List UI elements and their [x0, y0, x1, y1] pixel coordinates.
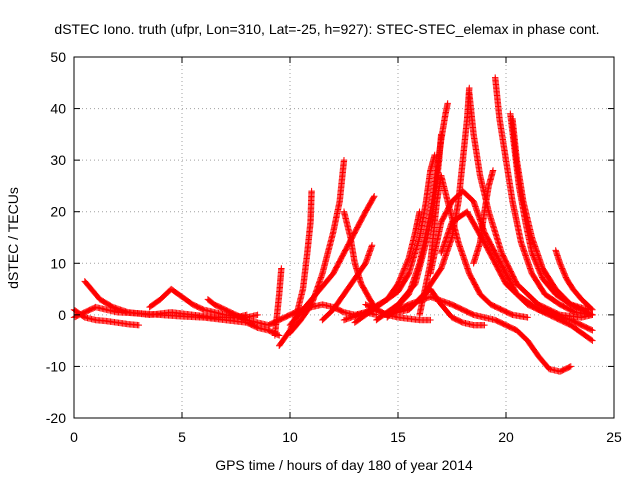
axis-ticks: 0 5 10 15 20 25 -20 -10 0 10 20 30 40 50	[46, 49, 622, 445]
data-point	[340, 156, 348, 164]
data-point	[589, 337, 596, 344]
data-point	[589, 306, 596, 313]
data-point	[588, 336, 595, 344]
chart-title: dSTEC Iono. truth (ufpr, Lon=310, Lat=-2…	[54, 21, 599, 37]
y-tick-label: -20	[46, 410, 66, 426]
x-axis-title: GPS time / hours of day 180 of year 2014	[215, 457, 473, 473]
data-point	[370, 194, 377, 201]
y-tick-label: 0	[58, 307, 66, 323]
data-point	[371, 193, 378, 200]
x-tick-label: 10	[282, 429, 298, 445]
data-point	[135, 321, 142, 329]
grid-lines	[74, 57, 614, 418]
data-point	[254, 311, 261, 319]
data-point	[427, 316, 434, 324]
y-tick-label: 50	[50, 49, 66, 65]
y-tick-label: 30	[50, 152, 66, 168]
data-points	[70, 74, 596, 375]
data-point	[588, 326, 595, 333]
y-tick-label: -10	[46, 358, 66, 374]
data-point	[405, 256, 412, 263]
data-point	[368, 242, 376, 249]
data-point	[524, 314, 531, 321]
data-point	[489, 167, 497, 174]
plot-frame	[73, 56, 615, 419]
y-tick-label: 10	[50, 255, 66, 271]
data-point	[278, 265, 285, 272]
data-point	[567, 363, 574, 370]
y-axis-title: dSTEC / TECUs	[5, 187, 21, 289]
y-tick-label: 40	[50, 101, 66, 117]
x-tick-label: 25	[606, 429, 622, 445]
data-point	[444, 100, 451, 107]
data-point	[589, 327, 596, 334]
x-tick-label: 5	[178, 429, 186, 445]
data-point	[588, 305, 595, 312]
x-tick-label: 20	[498, 429, 514, 445]
y-tick-label: 20	[50, 204, 66, 220]
data-point	[308, 187, 315, 195]
data-point	[481, 321, 488, 329]
x-tick-label: 0	[70, 429, 78, 445]
x-tick-label: 15	[390, 429, 406, 445]
data-point	[566, 363, 573, 371]
data-point	[588, 311, 595, 318]
